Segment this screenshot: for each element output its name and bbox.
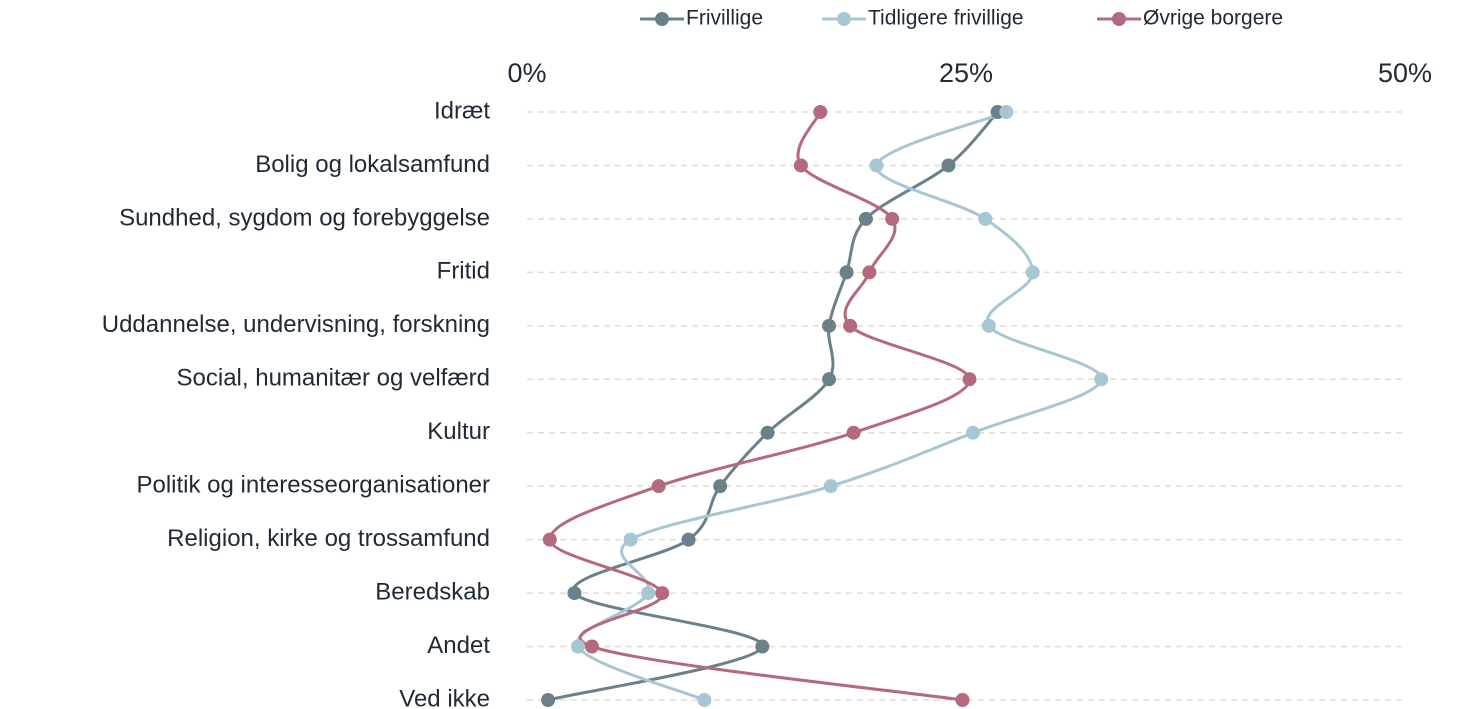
legend-label: Tidligere frivillige	[868, 7, 1024, 30]
y-tick-label: Bolig og lokalsamfund	[255, 151, 490, 178]
point	[822, 372, 837, 387]
point	[999, 105, 1014, 119]
point	[978, 211, 993, 226]
series-line	[548, 111, 972, 702]
point	[981, 318, 996, 333]
y-tick-label: Sundhed, sygdom og forebyggelse	[119, 204, 490, 231]
x-tick-label: 25%	[939, 58, 993, 88]
y-tick-label: Idræt	[434, 97, 490, 124]
point	[541, 693, 556, 707]
y-tick-label: Fritid	[437, 258, 490, 285]
legend-marker	[655, 12, 669, 26]
point	[1025, 265, 1040, 280]
point	[869, 158, 884, 173]
y-tick-label: Social, humanitær og velfærd	[177, 365, 490, 392]
x-tick-label: 0%	[507, 58, 546, 88]
point	[813, 105, 828, 119]
legend-marker	[1112, 12, 1126, 26]
point	[755, 639, 770, 654]
point	[641, 586, 656, 601]
legend-label: Frivillige	[686, 7, 763, 30]
point	[760, 425, 775, 440]
point	[858, 211, 873, 226]
legend-label: Øvrige borgere	[1143, 7, 1283, 30]
point	[846, 425, 861, 440]
point	[655, 586, 670, 601]
point	[713, 479, 728, 494]
y-tick-label: Andet	[427, 632, 490, 659]
point	[862, 265, 877, 280]
point	[584, 639, 599, 654]
point	[962, 372, 977, 387]
point	[843, 318, 858, 333]
y-tick-label: Ved ikke	[399, 685, 490, 709]
point	[885, 211, 900, 226]
y-tick-label: Kultur	[427, 418, 490, 445]
point	[1094, 372, 1109, 387]
point	[822, 318, 837, 333]
point	[651, 479, 666, 494]
series-line	[575, 110, 1103, 702]
point	[941, 158, 956, 173]
legend-marker	[837, 12, 851, 26]
point	[542, 532, 557, 547]
point	[839, 265, 854, 280]
point	[823, 479, 838, 494]
y-tick-label: Beredskab	[375, 578, 490, 605]
point	[681, 532, 696, 547]
point	[955, 693, 970, 707]
x-tick-label: 50%	[1378, 58, 1432, 88]
point	[966, 425, 981, 440]
y-tick-label: Politik og interesseorganisationer	[136, 472, 490, 499]
point	[697, 693, 712, 707]
y-tick-label: Uddannelse, undervisning, forskning	[102, 311, 490, 338]
point	[570, 639, 585, 654]
point	[567, 586, 582, 601]
y-tick-label: Religion, kirke og trossamfund	[167, 525, 490, 552]
point	[793, 158, 808, 173]
point	[623, 532, 638, 547]
